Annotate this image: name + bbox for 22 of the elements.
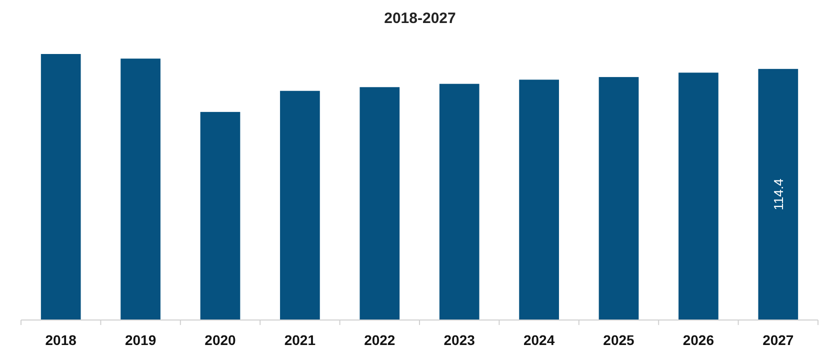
bar bbox=[439, 84, 480, 320]
x-tick-label: 2026 bbox=[682, 332, 714, 348]
x-tick-label: 2019 bbox=[124, 332, 156, 348]
x-tick-label: 2020 bbox=[204, 332, 236, 348]
bar bbox=[678, 72, 718, 320]
bar bbox=[280, 90, 320, 320]
x-tick-label: 2021 bbox=[284, 332, 316, 348]
bar bbox=[360, 87, 400, 320]
bar bbox=[200, 112, 240, 320]
x-tick-label: 2018 bbox=[45, 332, 77, 348]
x-tick-label: 2022 bbox=[364, 332, 396, 348]
bar bbox=[40, 54, 81, 320]
x-tick-label: 2027 bbox=[762, 332, 794, 348]
chart-title: 2018-2027 bbox=[384, 10, 456, 27]
data-label: 114.4 bbox=[771, 178, 786, 210]
bar bbox=[758, 68, 798, 320]
bar bbox=[120, 58, 160, 320]
x-tick-label: 2025 bbox=[603, 332, 635, 348]
bar bbox=[598, 77, 639, 320]
x-tick-label: 2024 bbox=[523, 332, 555, 348]
bar bbox=[519, 80, 559, 320]
x-tick-label: 2023 bbox=[444, 332, 476, 348]
